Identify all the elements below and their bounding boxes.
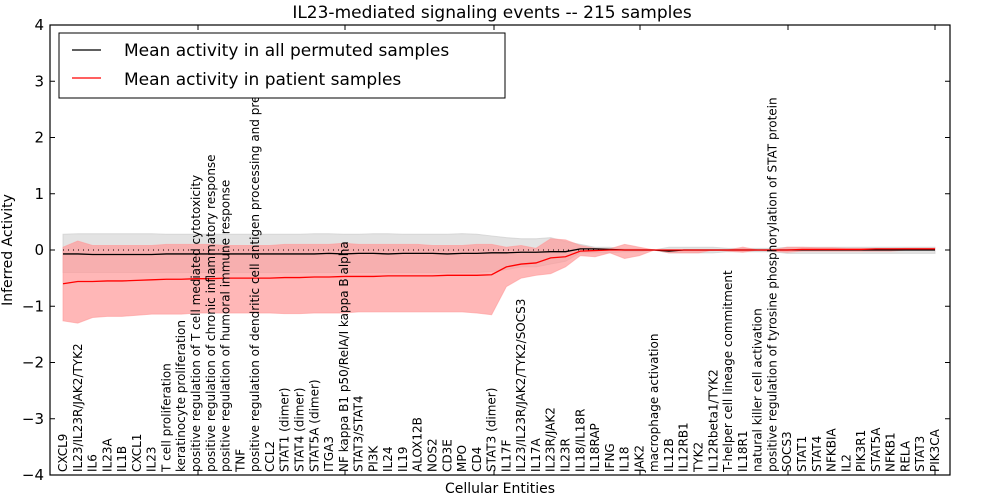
category-label: STAT5A (dimer) xyxy=(307,379,321,472)
category-label: IL23 xyxy=(145,447,159,473)
category-label: IL23R/JAK2 xyxy=(544,407,558,472)
category-label: IL23/IL23R/JAK2/TYK2 xyxy=(71,343,85,472)
category-label: IL17A xyxy=(529,438,543,472)
category-label: IL24 xyxy=(381,447,395,473)
category-label: STAT3 xyxy=(913,436,927,472)
category-label: CCL2 xyxy=(263,441,277,472)
category-label: ITGA3 xyxy=(322,436,336,472)
category-label: positive regulation of T cell mediated c… xyxy=(189,175,203,472)
category-label: STAT3/STAT4 xyxy=(352,395,366,472)
category-label: SOCS3 xyxy=(780,431,794,472)
category-label: IL6 xyxy=(86,454,100,472)
category-label: positive regulation of humoral immune re… xyxy=(219,180,233,472)
category-label: IL18RAP xyxy=(588,423,602,472)
category-label: IL1B xyxy=(115,446,129,472)
x-axis-ticks xyxy=(197,25,936,475)
category-label: IL23R xyxy=(559,438,573,472)
category-label: STAT1 xyxy=(795,436,809,472)
category-label: PIK3CA xyxy=(928,428,942,472)
legend-label-patient: Mean activity in patient samples xyxy=(124,70,401,90)
category-label: CXCL9 xyxy=(56,434,70,472)
chart-title: IL23-mediated signaling events -- 215 sa… xyxy=(292,3,692,23)
category-label: IL17F xyxy=(499,440,513,472)
category-label: CXCL1 xyxy=(130,434,144,472)
y-tick-label: −2 xyxy=(22,354,44,372)
category-label: JAK2 xyxy=(632,445,646,473)
y-tick-label: 0 xyxy=(34,241,44,259)
category-label: IL2 xyxy=(839,454,853,472)
category-label: IL12Rbeta1/TYK2 xyxy=(706,369,720,472)
y-tick-label: −1 xyxy=(22,297,44,315)
category-label: T-helper cell lineage commitment xyxy=(721,270,735,473)
category-label: IL18R1 xyxy=(736,431,750,472)
category-label: TNF xyxy=(233,449,247,473)
legend-label-permuted: Mean activity in all permuted samples xyxy=(124,41,449,61)
category-label: positive regulation of chronic inflammat… xyxy=(204,154,218,472)
category-label: ALOX12B xyxy=(411,417,425,472)
category-label: PI3K xyxy=(366,445,380,472)
category-label: T cell proliferation xyxy=(159,363,173,473)
category-label: STAT4 (dimer) xyxy=(292,388,306,472)
y-tick-label: 2 xyxy=(34,129,44,147)
category-label: IFNG xyxy=(603,443,617,472)
category-label: keratinocyte proliferation xyxy=(174,320,188,472)
y-tick-label: 4 xyxy=(34,16,44,34)
category-label: TYK2 xyxy=(692,442,706,473)
category-label: RELA xyxy=(898,440,912,472)
y-tick-label: −4 xyxy=(22,466,44,484)
category-label: natural killer cell activation xyxy=(751,308,765,472)
category-label: IL18/IL18R xyxy=(573,409,587,472)
y-tick-label: 1 xyxy=(34,185,44,203)
category-label: IL12B xyxy=(662,438,676,472)
y-axis-ticks: −4 −3 −2 −1 0 1 2 3 4 xyxy=(22,16,950,484)
category-label: IL23A xyxy=(100,438,114,472)
x-axis-title: Cellular Entities xyxy=(445,481,555,497)
category-label: MPO xyxy=(455,445,469,472)
category-label: CD4 xyxy=(470,447,484,472)
category-label: IL18 xyxy=(618,447,632,473)
y-tick-label: 3 xyxy=(34,72,44,90)
series-lines xyxy=(62,248,935,285)
category-label: CD3E xyxy=(440,439,454,472)
category-label: positive regulation of tyrosine phosphor… xyxy=(765,97,779,472)
y-tick-label: −3 xyxy=(22,410,44,428)
category-label: NFKB1 xyxy=(884,432,898,472)
category-label: PIK3R1 xyxy=(854,430,868,472)
category-label: macrophage activation xyxy=(647,334,661,472)
category-label: STAT1 (dimer) xyxy=(278,388,292,472)
category-label: NOS2 xyxy=(425,438,439,472)
category-label: IL12RB1 xyxy=(677,422,691,472)
category-labels: CXCL9 IL23/IL23R/JAK2/TYK2 IL6 IL23A IL1B CXC… xyxy=(56,39,942,473)
category-label: STAT3 (dimer) xyxy=(485,388,499,472)
category-label: STAT5A xyxy=(869,427,883,472)
category-label: NF kappa B1 p50/RelA/I kappa B alpha xyxy=(337,241,351,472)
category-label: positive regulation of dendritic cell an… xyxy=(248,39,262,472)
category-label: STAT4 xyxy=(810,436,824,472)
category-label: IL19 xyxy=(396,447,410,473)
y-axis-title: Inferred Activity xyxy=(0,194,16,306)
patient-mean-line xyxy=(62,248,935,285)
legend-box xyxy=(58,32,506,99)
legend: Mean activity in all permuted samples Me… xyxy=(58,32,506,99)
category-label: NFKBIA xyxy=(825,427,839,472)
category-label: IL23/IL23R/JAK2/TYK2/SOCS3 xyxy=(514,299,528,472)
